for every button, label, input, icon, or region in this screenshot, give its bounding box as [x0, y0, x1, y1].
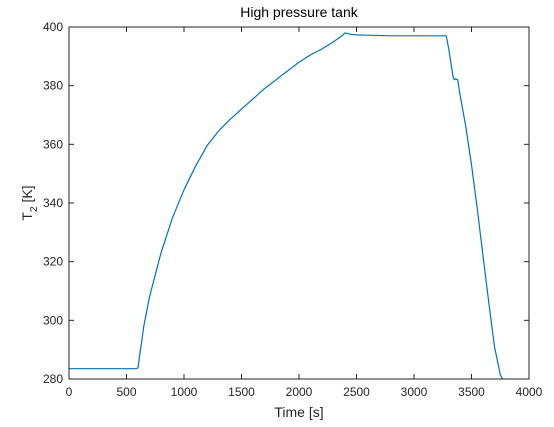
- x-tick-label: 2000: [286, 385, 313, 399]
- y-axis-label-main: T: [19, 212, 35, 221]
- x-tick-label: 1500: [228, 385, 255, 399]
- y-axis-label-unit: [K]: [19, 185, 35, 206]
- y-tick-label: 280: [43, 372, 63, 386]
- x-axis-label: Time [s]: [274, 404, 323, 420]
- x-tick-label: 0: [66, 385, 73, 399]
- chart-title: High pressure tank: [240, 4, 359, 20]
- y-axis-label: T2 [K]: [19, 185, 40, 220]
- y-tick-label: 380: [43, 79, 63, 93]
- series-line: [69, 32, 504, 380]
- y-tick-label: 340: [43, 196, 63, 210]
- y-axis-ticks: 280 300 320 340 360 380 400: [43, 20, 529, 386]
- axes-box: [68, 26, 530, 380]
- y-tick-label: 400: [43, 20, 63, 34]
- y-tick-label: 320: [43, 255, 63, 269]
- x-tick-label: 4000: [516, 385, 543, 399]
- x-tick-label: 3000: [401, 385, 428, 399]
- plot-area: [69, 27, 529, 379]
- x-axis-ticks: 0 500 1000 1500 2000 2500 3000 3500 4000: [66, 27, 543, 399]
- x-tick-label: 1000: [171, 385, 198, 399]
- x-tick-label: 500: [116, 385, 136, 399]
- series-layer: [69, 32, 504, 380]
- y-axis-label-subscript: 2: [29, 206, 40, 212]
- x-tick-label: 3500: [458, 385, 485, 399]
- x-tick-label: 2500: [343, 385, 370, 399]
- y-tick-label: 300: [43, 313, 63, 327]
- y-tick-label: 360: [43, 137, 63, 151]
